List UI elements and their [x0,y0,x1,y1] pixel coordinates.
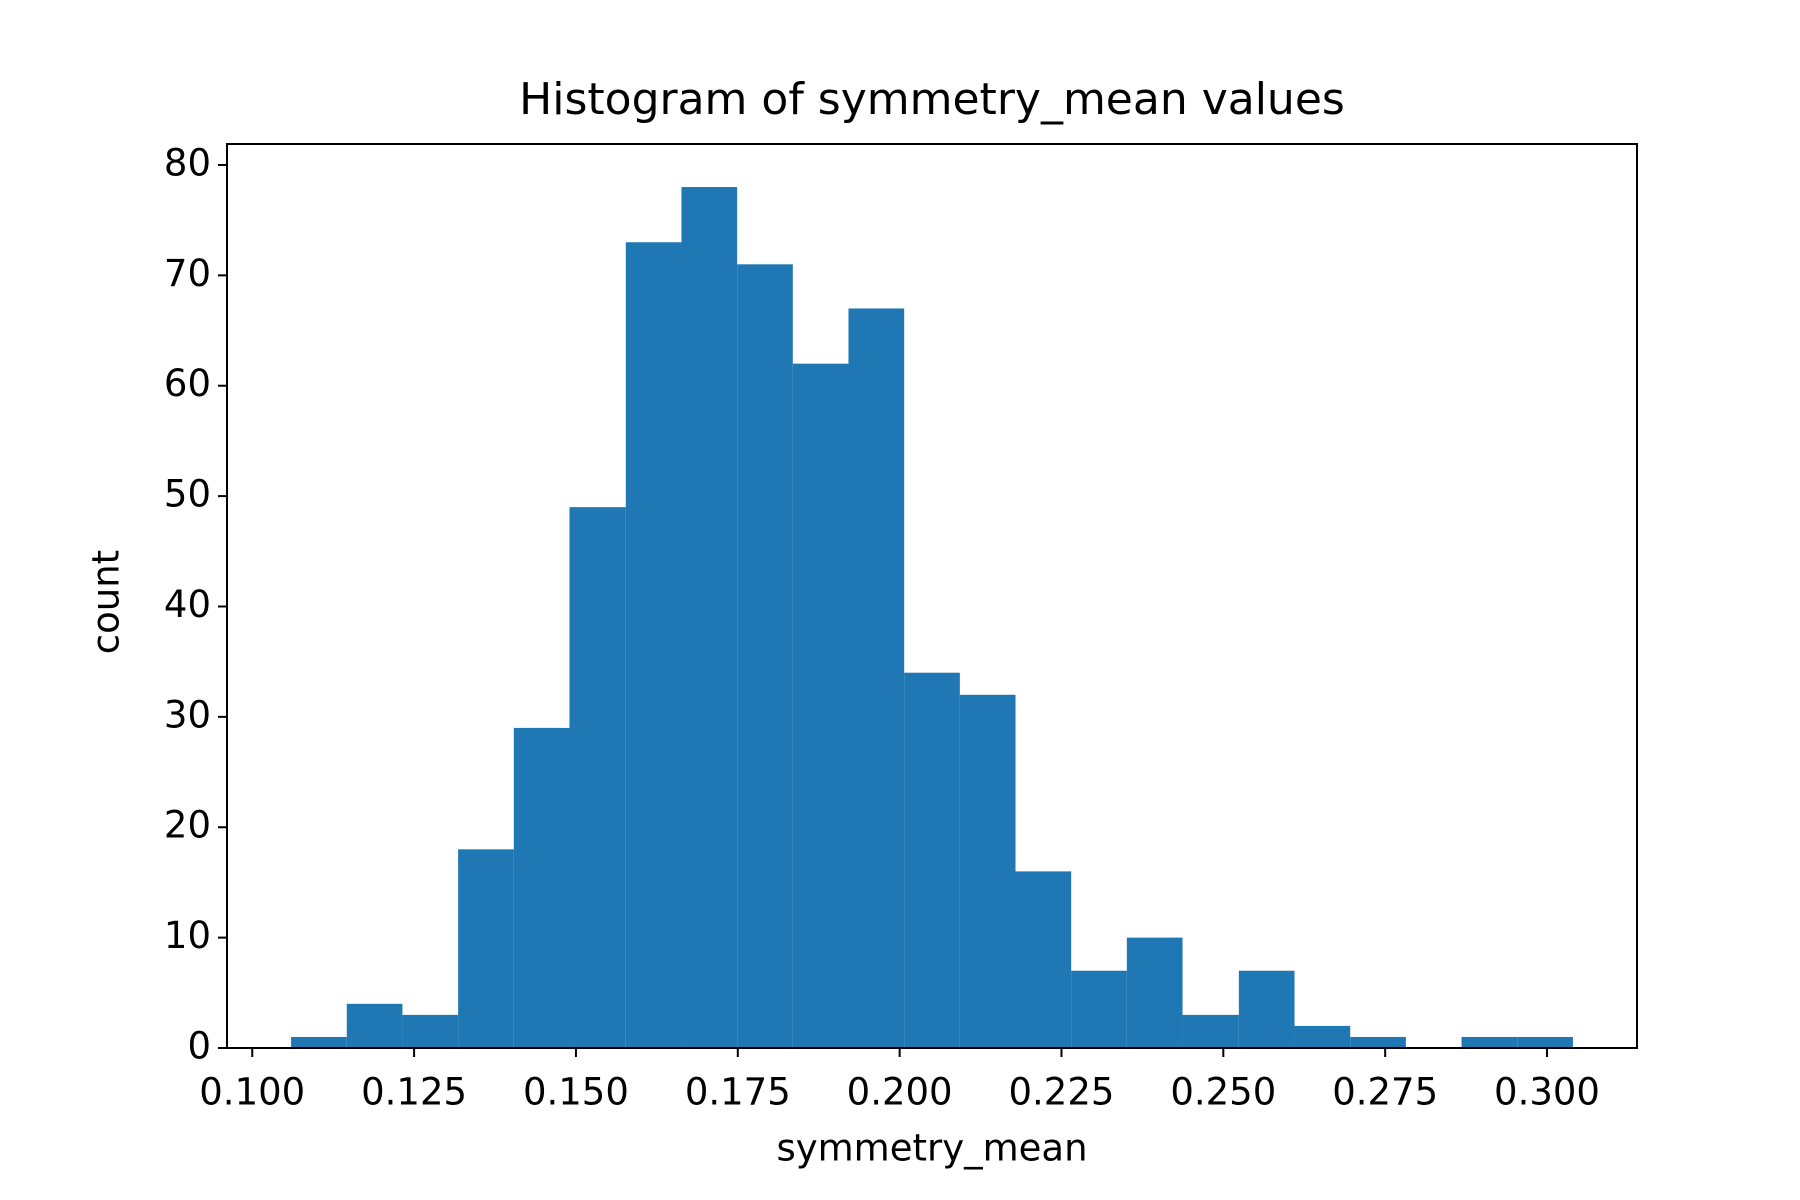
bar [458,849,514,1048]
chart-title: Histogram of symmetry_mean values [519,74,1345,125]
x-tick-label: 0.200 [847,1071,953,1114]
x-tick-label: 0.125 [361,1071,467,1114]
bar [737,264,793,1048]
x-tick-label: 0.250 [1170,1071,1276,1114]
bar [1015,871,1072,1048]
x-tick-label: 0.175 [685,1071,791,1114]
y-tick-label: 0 [187,1025,211,1068]
bar [904,672,960,1048]
bar [1294,1025,1351,1048]
bar [1071,970,1127,1048]
bar [569,507,626,1049]
bar [792,363,849,1049]
bar [1126,937,1183,1048]
plot-frame [226,143,1638,1049]
bar [1182,1014,1239,1048]
bar [848,308,905,1048]
bar [291,1036,347,1048]
y-tick-label: 10 [164,914,211,957]
x-tick-label: 0.275 [1332,1071,1438,1114]
y-tick-label: 20 [164,804,211,847]
y-tick-label: 80 [164,141,211,184]
y-tick-label: 30 [164,693,211,736]
bar [402,1014,459,1048]
y-tick-label: 60 [164,362,211,405]
bar [681,187,738,1049]
x-tick-label: 0.150 [523,1071,629,1114]
y-tick-label: 40 [164,583,211,626]
bar [1238,970,1295,1048]
bar [1350,1036,1406,1048]
x-axis-label: symmetry_mean [776,1127,1087,1170]
y-axis-label: count [85,550,128,654]
bar [1517,1036,1573,1048]
y-tick-label: 70 [164,252,211,295]
bar [346,1003,403,1048]
y-tick-label: 50 [164,473,211,516]
x-tick-label: 0.300 [1494,1071,1600,1114]
bar [1461,1036,1518,1048]
bar [625,242,682,1048]
bar [513,727,570,1048]
bar [959,694,1016,1048]
x-tick-label: 0.100 [199,1071,305,1114]
x-tick-label: 0.225 [1009,1071,1115,1114]
